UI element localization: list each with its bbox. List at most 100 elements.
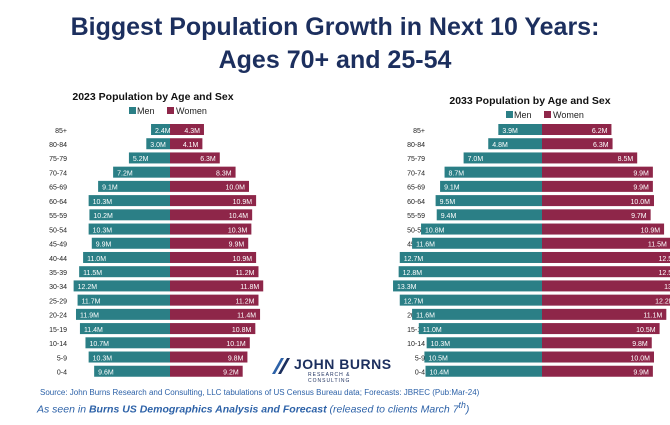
women-bar — [542, 251, 670, 263]
women-value-label: 4.3M — [184, 128, 200, 135]
age-tick-label: 75-79 — [407, 156, 425, 163]
women-value-label: 6.3M — [593, 142, 609, 149]
women-value-label: 4.1M — [183, 142, 199, 149]
men-bar — [79, 323, 170, 335]
women-value-label: 6.3M — [200, 156, 216, 163]
men-value-label: 5.2M — [133, 156, 149, 163]
women-value-label: 10.9M — [233, 199, 253, 206]
women-bar — [170, 124, 204, 135]
women-value-label: 9.9M — [229, 242, 245, 249]
legend-label-women-1: Women — [553, 110, 584, 120]
men-bar — [488, 138, 542, 150]
age-tick-label: 55-59 — [49, 213, 67, 220]
age-tick-label: 35-39 — [49, 270, 67, 277]
age-tick-label: 80-84 — [49, 142, 67, 149]
men-bar — [85, 337, 170, 349]
seen-close: ) — [465, 403, 470, 416]
age-tick-label: 50-54 — [49, 227, 67, 234]
women-bar — [170, 337, 250, 349]
legend-swatch-women-0 — [167, 107, 174, 114]
logo-tagline: RESEARCH & CONSULTING — [308, 372, 351, 384]
men-bar — [83, 251, 170, 263]
men-bar — [398, 266, 542, 278]
age-tick-label: 70-74 — [407, 170, 425, 177]
men-bar — [128, 152, 170, 164]
age-tick-label: 5-9 — [57, 355, 67, 362]
men-value-label: 11.4M — [84, 327, 103, 334]
women-bar — [542, 308, 667, 320]
women-value-label: 10.8M — [232, 327, 252, 334]
women-bar — [542, 124, 612, 135]
age-tick-label: 50-54 — [407, 227, 425, 234]
women-value-label: 11.8M — [240, 284, 259, 291]
men-bar — [426, 337, 542, 349]
women-bar — [170, 351, 248, 363]
legend-label-men-0: Men — [137, 106, 155, 116]
women-value-label: 11.2M — [236, 270, 255, 277]
women-bar — [542, 195, 654, 207]
women-value-label: 10.0M — [226, 185, 246, 192]
women-bar — [170, 166, 236, 178]
women-bar — [170, 209, 253, 221]
chart-title-0: 2023 Population by Age and Sex — [72, 91, 233, 103]
women-value-label: 10.9M — [233, 256, 253, 263]
women-value-label: 6.2M — [592, 128, 608, 135]
legend-label-men-1: Men — [514, 110, 532, 120]
women-bar — [170, 180, 249, 192]
men-value-label: 10.4M — [430, 370, 450, 377]
men-bar — [88, 223, 170, 235]
men-bar — [94, 365, 170, 377]
men-bar — [412, 237, 542, 249]
men-value-label: 4.8M — [492, 142, 508, 149]
men-value-label: 9.4M — [441, 213, 457, 220]
men-bar — [79, 266, 170, 278]
women-bar — [542, 209, 651, 221]
logo-mark-icon — [272, 358, 290, 374]
legend-swatch-men-1 — [506, 111, 513, 118]
age-tick-label: 55-59 — [407, 213, 425, 220]
men-value-label: 7.0M — [468, 156, 484, 163]
men-value-label: 12.7M — [404, 298, 424, 305]
seen-suffix: (released to clients March 7 — [326, 403, 459, 416]
age-tick-label: 60-64 — [49, 199, 67, 206]
women-bar — [542, 294, 670, 306]
men-value-label: 10.8M — [425, 227, 445, 234]
women-value-label: 8.3M — [216, 170, 232, 177]
men-bar — [77, 294, 170, 306]
men-value-label: 11.0M — [423, 327, 442, 334]
men-value-label: 10.2M — [93, 213, 113, 220]
women-value-label: 10.5M — [636, 327, 656, 334]
women-bar — [170, 294, 259, 306]
women-bar — [170, 280, 264, 292]
age-tick-label: 15-19 — [407, 327, 425, 334]
men-bar — [91, 237, 170, 249]
age-tick-label: 25-29 — [49, 298, 67, 305]
age-tick-label: 85+ — [55, 128, 67, 135]
men-bar — [440, 180, 542, 192]
women-bar — [170, 251, 257, 263]
women-value-label: 9.8M — [228, 355, 244, 362]
women-bar — [170, 308, 261, 320]
seen-report-name: Burns US Demographics Analysis and Forec… — [88, 403, 327, 416]
women-bar — [542, 166, 653, 178]
men-bar — [498, 124, 542, 135]
men-bar — [393, 280, 542, 292]
women-bar — [542, 337, 652, 349]
women-bar — [542, 351, 654, 363]
men-bar — [418, 323, 542, 335]
men-bar — [412, 308, 542, 320]
women-value-label: 8.5M — [618, 156, 634, 163]
men-value-label: 13.3M — [397, 284, 417, 291]
men-bar — [399, 251, 542, 263]
men-value-label: 12.2M — [78, 284, 98, 291]
seen-sup: th — [458, 400, 466, 410]
women-value-label: 12.5M — [659, 256, 670, 263]
women-bar — [170, 223, 252, 235]
women-value-label: 9.9M — [633, 185, 649, 192]
men-value-label: 11.6M — [416, 313, 435, 320]
women-bar — [542, 280, 670, 292]
age-tick-label: 75-79 — [49, 156, 67, 163]
men-value-label: 12.8M — [403, 270, 423, 277]
men-bar — [424, 351, 542, 363]
men-value-label: 10.5M — [428, 355, 448, 362]
